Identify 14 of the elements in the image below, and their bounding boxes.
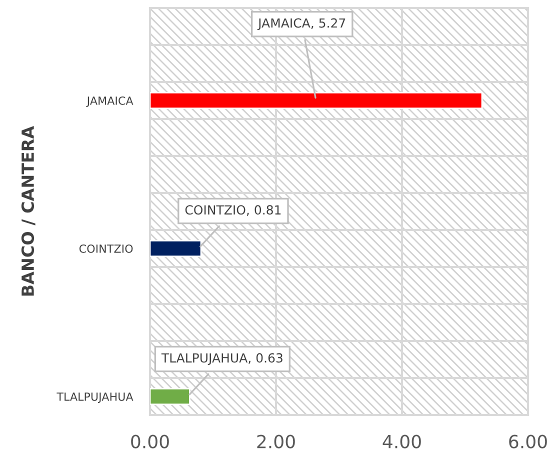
bar (150, 240, 202, 257)
x-tick-label: 4.00 (382, 434, 421, 448)
x-tick-label: 6.00 (509, 434, 547, 448)
y-tick-label: COINTZIO (79, 244, 133, 253)
data-label: COINTZIO, 0.81 (185, 205, 281, 216)
x-tick-label: 0.00 (131, 434, 169, 448)
y-axis-title: BANCO / CANTERA (21, 126, 36, 296)
data-label: JAMAICA, 5.27 (257, 18, 346, 30)
bar (150, 92, 483, 109)
y-tick-label: JAMAICA (86, 96, 134, 107)
x-tick-label: 2.00 (257, 434, 295, 448)
data-label: TLALPUJAHUA, 0.63 (161, 353, 282, 365)
bar (150, 388, 190, 405)
y-tick-label: TLALPUJAHUA (56, 392, 134, 403)
